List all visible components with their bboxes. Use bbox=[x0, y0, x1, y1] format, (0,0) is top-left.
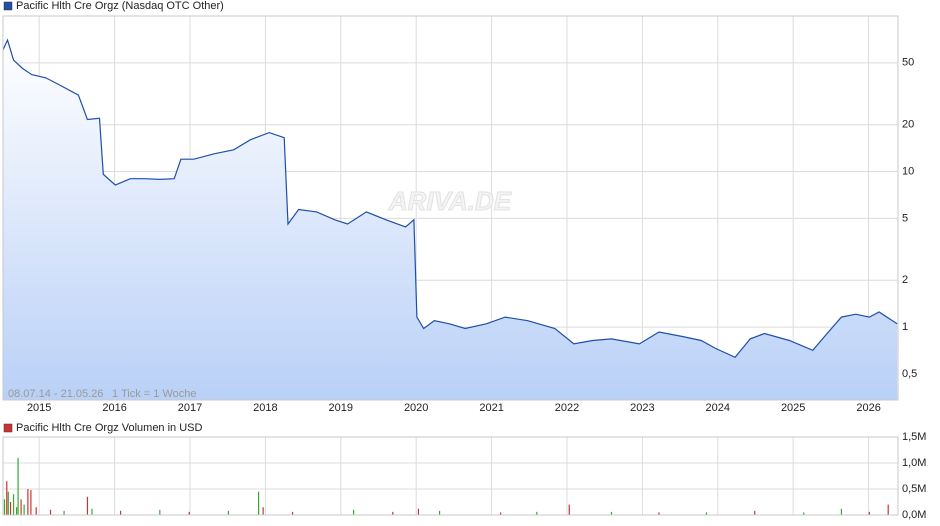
volume-bar bbox=[6, 481, 8, 515]
y-tick-label: 0,0M bbox=[902, 509, 926, 521]
volume-bar bbox=[438, 510, 441, 515]
watermark: ARIVA.DE bbox=[388, 186, 512, 216]
volume-bar bbox=[35, 507, 37, 515]
annotation: 08.07.14 - 21.05.26 bbox=[8, 388, 103, 400]
y-tick-label: 2 bbox=[902, 274, 908, 286]
volume-bar bbox=[500, 512, 502, 515]
x-tick-label: 2026 bbox=[856, 402, 880, 414]
area-fill bbox=[3, 40, 898, 400]
volume-bar bbox=[20, 499, 22, 515]
annotation: 1 Tick = 1 Woche bbox=[112, 388, 196, 400]
volume-bar bbox=[27, 489, 29, 515]
plot-frame bbox=[2, 15, 899, 401]
price-line bbox=[2, 38, 898, 359]
x-tick-label: 2017 bbox=[178, 402, 202, 414]
volume-bar bbox=[536, 511, 538, 515]
x-tick-label: 2016 bbox=[102, 402, 126, 414]
x-tick-label: 2019 bbox=[329, 402, 353, 414]
x-tick-label: 2024 bbox=[706, 402, 730, 414]
volume-bar bbox=[803, 512, 805, 515]
volume-bar bbox=[159, 509, 161, 515]
x-tick-label: 2022 bbox=[555, 402, 579, 414]
volume-bar bbox=[63, 510, 65, 515]
volume-bar bbox=[15, 507, 18, 515]
y-tick-label: 50 bbox=[902, 57, 914, 69]
volume-bar bbox=[227, 510, 230, 515]
y-tick-label: 5 bbox=[902, 212, 908, 224]
volume-bar bbox=[262, 507, 264, 515]
y-tick-label: 1,5M bbox=[902, 431, 926, 443]
volume-bar bbox=[658, 512, 660, 515]
y-tick-label: 1,0M bbox=[902, 457, 926, 469]
volume-bar bbox=[7, 491, 9, 515]
volume-bar bbox=[30, 490, 32, 515]
volume-bar bbox=[86, 496, 89, 515]
volume-bar bbox=[705, 512, 708, 515]
volume-bar bbox=[868, 511, 870, 515]
x-tick-label: 2023 bbox=[630, 402, 654, 414]
x-tick-label: 2018 bbox=[253, 402, 277, 414]
y-tick-label: 10 bbox=[902, 165, 914, 177]
volume-bar bbox=[9, 502, 12, 515]
volume-bar bbox=[12, 494, 15, 515]
legend-swatch bbox=[3, 1, 13, 11]
y-tick-label: 20 bbox=[902, 119, 914, 131]
volume-chart: 0,0M 0,5M 1,0M 1,5M Pacific Hlth Cre Orgz Vo… bbox=[2, 422, 926, 521]
volume-bar bbox=[3, 499, 6, 515]
volume-bar bbox=[291, 511, 294, 515]
legend-swatch bbox=[3, 423, 13, 433]
volume-bar bbox=[754, 510, 756, 515]
volume-bar bbox=[120, 510, 122, 515]
volume-bar bbox=[17, 457, 19, 515]
x-tick-label: 2020 bbox=[404, 402, 428, 414]
volume-bar bbox=[840, 508, 843, 515]
volume-bar bbox=[887, 504, 889, 515]
volume-bar bbox=[49, 509, 52, 515]
volume-bar bbox=[568, 504, 570, 515]
x-tick-label: 2021 bbox=[479, 402, 503, 414]
volume-bar bbox=[417, 508, 420, 515]
plot-background bbox=[3, 437, 898, 515]
price-chart: 2015 2016 2017 2018 2019 2020 2021 2022 2023 2024… bbox=[2, 0, 917, 414]
volume-bar bbox=[23, 504, 25, 515]
volume-bar bbox=[188, 511, 190, 515]
legend-label: Pacific Hlth Cre Orgz Volumen in USD bbox=[16, 422, 203, 434]
volume-bar bbox=[353, 509, 355, 515]
y-tick-label: 0,5M bbox=[902, 483, 926, 495]
y-tick-label: 1 bbox=[902, 321, 908, 333]
plot-frame bbox=[2, 436, 899, 516]
legend-label: Pacific Hlth Cre Orgz (Nasdaq OTC Other) bbox=[16, 0, 224, 12]
volume-bar bbox=[392, 511, 394, 515]
y-tick-label: 0,5 bbox=[902, 368, 917, 380]
volume-bar bbox=[610, 511, 613, 515]
x-tick-label: 2015 bbox=[27, 402, 51, 414]
x-tick-label: 2025 bbox=[781, 402, 805, 414]
volume-bar bbox=[91, 508, 93, 515]
volume-bar bbox=[258, 491, 260, 515]
